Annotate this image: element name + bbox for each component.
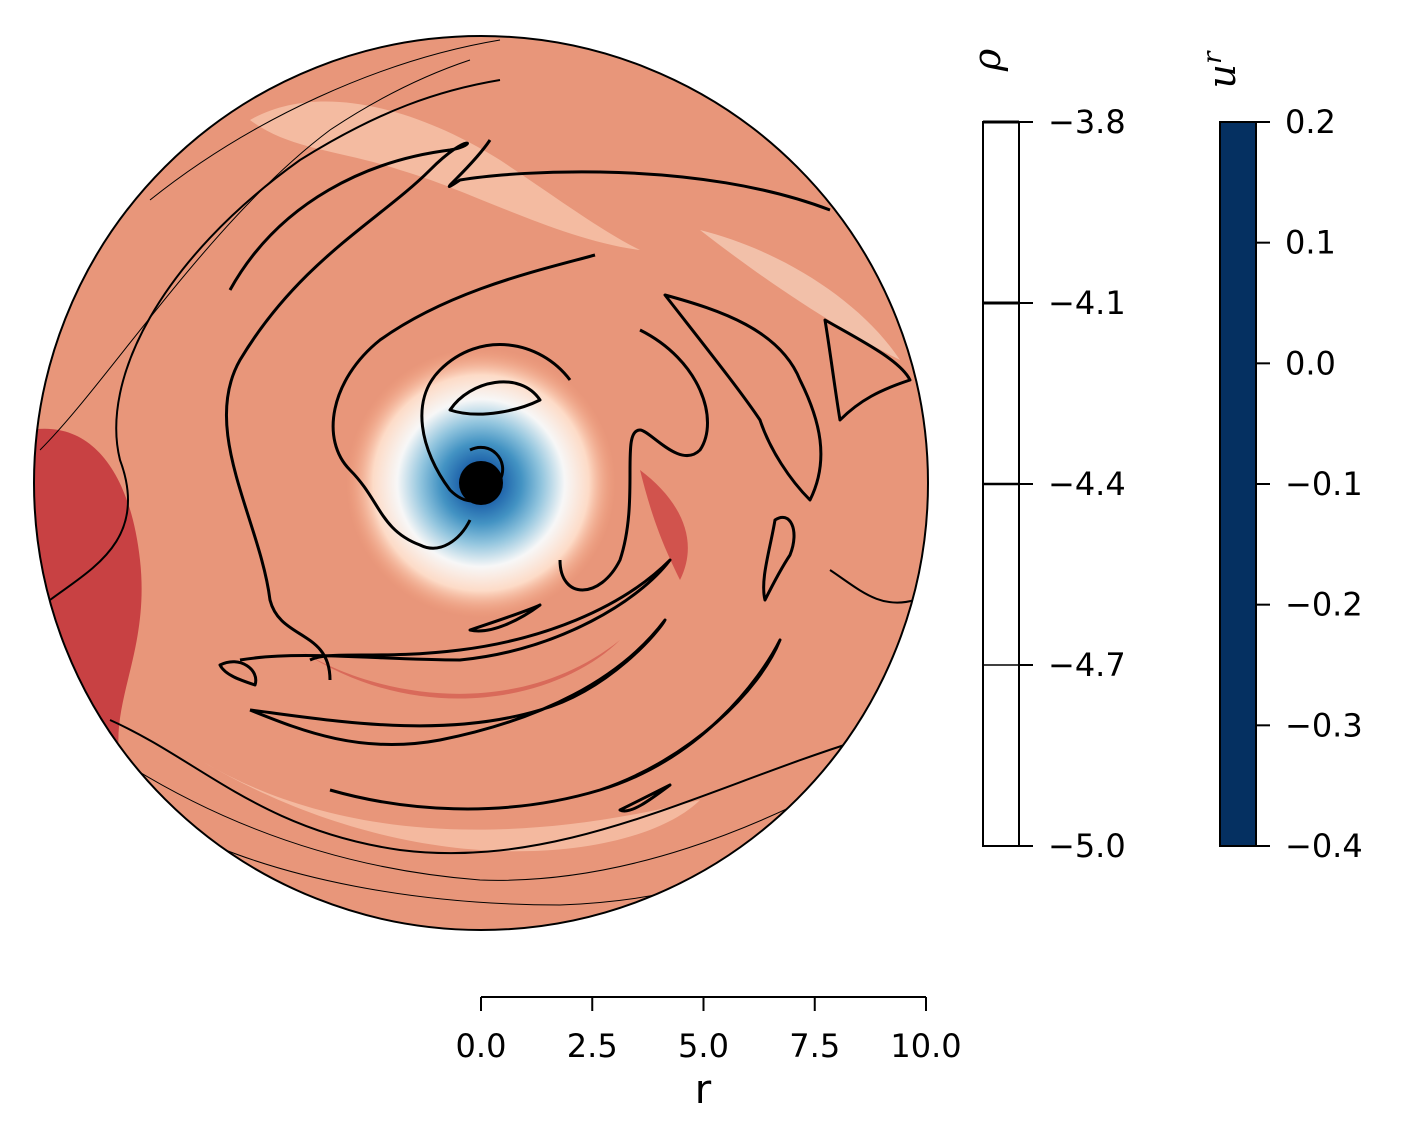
contour-lower-spiral: [239, 558, 672, 662]
ur-tick-label: −0.3: [1285, 706, 1363, 744]
r-tick-label: 2.5: [567, 1027, 618, 1065]
r-axis: 0.0 2.5 5.0 7.5 10.0 r: [456, 996, 962, 1113]
ur-colorbar-title-superscript: r: [1198, 50, 1228, 64]
contour-right-loop: [558, 328, 709, 592]
mid-red-arc: [300, 640, 620, 699]
contour-top-spiral: [447, 139, 831, 212]
ur-colorbar-title: ur: [1198, 50, 1244, 88]
ur-tick-label: 0.2: [1285, 103, 1336, 141]
rho-colorbar: −3.8 −4.1 −4.4 −4.7 −5.0 ρ: [965, 48, 1126, 865]
lower-light-band: [200, 760, 700, 852]
r-tick-label: 10.0: [890, 1027, 961, 1065]
contour-lower-small-2: [618, 783, 672, 813]
contour-right-small: [762, 516, 796, 602]
rho-tick-label: −4.1: [1048, 284, 1126, 322]
r-tick-label: 7.5: [789, 1027, 840, 1065]
ur-tick-label: 0.1: [1285, 224, 1336, 262]
r-axis-label: r: [695, 1067, 712, 1113]
contour-left-small: [218, 660, 258, 687]
contour-thin-top: [149, 39, 501, 201]
contour-right-outer: [829, 569, 916, 604]
contour-lower-spiral-3: [329, 638, 782, 811]
r-tick-label: 0.0: [456, 1027, 507, 1065]
polar-plot: [33, 35, 929, 931]
contour-inner-small: [448, 380, 542, 416]
central-object: [459, 461, 503, 505]
contour-right-tip: [823, 318, 912, 422]
r-axis-ticks: 0.0 2.5 5.0 7.5 10.0: [456, 997, 962, 1065]
contour-outer-bottom: [109, 719, 861, 855]
rho-tick-label: −5.0: [1048, 827, 1126, 865]
ur-tick-label: −0.4: [1285, 827, 1363, 865]
ur-colorbar-title-base: u: [1200, 64, 1244, 88]
right-light-band: [700, 230, 900, 360]
contour-far-right: [663, 293, 823, 502]
rho-colorbar-levels: [983, 120, 1019, 666]
rho-tick-label: −3.8: [1048, 103, 1126, 141]
ur-colorbar: 0.2 0.1 0.0 −0.1 −0.2 −0.3 −0.4 ur: [1198, 50, 1363, 865]
contour-thin-top-2: [39, 59, 471, 451]
contour-left-spiral: [224, 141, 469, 681]
rho-colorbar-title: ρ: [965, 48, 1009, 72]
right-red-spot: [640, 470, 688, 580]
ur-tick-label: −0.2: [1285, 586, 1363, 624]
rho-tick-label: −4.4: [1048, 465, 1126, 503]
contour-outer-left: [49, 79, 501, 601]
polar-frame: [33, 35, 929, 931]
contour-inner-spiral: [420, 343, 572, 503]
rho-tick-label: −4.7: [1048, 646, 1126, 684]
rho-colorbar-ticks: −3.8 −4.1 −4.4 −4.7 −5.0: [1019, 103, 1126, 865]
ur-tick-label: −0.1: [1285, 465, 1363, 503]
contour-lower-spiral-2: [249, 618, 667, 747]
rho-contours: [39, 39, 916, 906]
contour-outer-bottom-thin: [119, 759, 881, 881]
ur-colorbar-ticks: 0.2 0.1 0.0 −0.1 −0.2 −0.3 −0.4: [1256, 103, 1363, 865]
contour-lower-small: [468, 603, 542, 633]
ur-tick-label: 0.0: [1285, 344, 1336, 382]
ur-color-field: [34, 36, 928, 930]
contour-mid-spiral: [331, 253, 596, 550]
ur-colorbar-body: [1219, 121, 1257, 847]
upper-light-band: [250, 101, 640, 250]
r-tick-label: 5.0: [678, 1027, 729, 1065]
